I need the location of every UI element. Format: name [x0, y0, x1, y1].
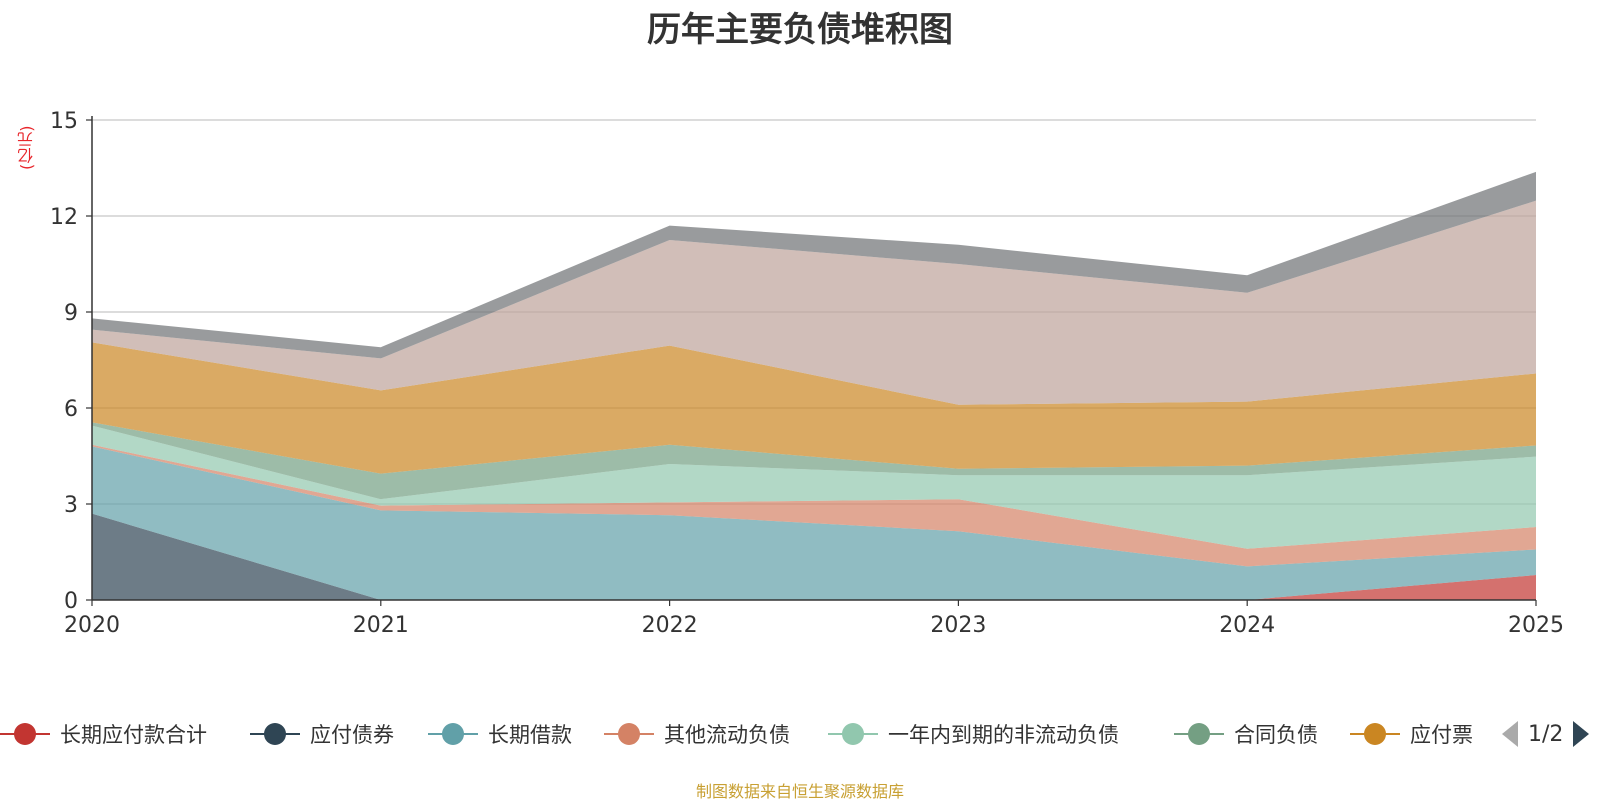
- legend-label: 应付票: [1410, 723, 1473, 747]
- legend-label: 一年内到期的非流动负债: [888, 723, 1119, 747]
- chart-title: 历年主要负债堆积图: [647, 10, 953, 50]
- x-tick-label: 2020: [64, 613, 120, 638]
- area-series: [92, 171, 1536, 600]
- legend-item[interactable]: 应付票: [1350, 716, 1473, 752]
- area-7: [92, 200, 1536, 405]
- legend-item[interactable]: 合同负债: [1174, 716, 1318, 752]
- area-1: [92, 513, 1536, 600]
- legend-pager: 1/2: [1500, 716, 1591, 752]
- legend-marker-icon: [1174, 723, 1224, 745]
- y-tick-label: 3: [64, 493, 78, 518]
- y-tick-label: 9: [64, 301, 78, 326]
- legend-item[interactable]: 一年内到期的非流动负债: [828, 716, 1119, 752]
- source-note: 制图数据来自恒生聚源数据库: [695, 782, 904, 801]
- y-tick-label: 12: [50, 205, 78, 230]
- legend: 长期应付款合计 应付债券 长期借款 其他流动负债 一年内到期的非流动负债 合同负债 应付票: [0, 716, 1600, 752]
- legend-next-icon[interactable]: [1571, 719, 1591, 749]
- legend-label: 合同负债: [1234, 723, 1318, 747]
- legend-marker-icon: [250, 723, 300, 745]
- legend-item[interactable]: 应付债券: [250, 716, 394, 752]
- x-tick-label: 2021: [353, 613, 409, 638]
- area-3: [92, 444, 1536, 567]
- legend-item[interactable]: 其他流动负债: [604, 716, 790, 752]
- legend-marker-icon: [1350, 723, 1400, 745]
- legend-prev-icon[interactable]: [1500, 719, 1520, 749]
- stacked-area-chart: 0 3 6 9 12 15 2020 2021 2022 2023 2024 2025: [50, 109, 1564, 638]
- x-tick-label: 2023: [930, 613, 986, 638]
- legend-item[interactable]: 长期借款: [428, 716, 572, 752]
- legend-label: 其他流动负债: [664, 723, 790, 747]
- legend-page-indicator: 1/2: [1528, 721, 1564, 747]
- area-8: [92, 171, 1536, 359]
- y-tick-label: 6: [64, 397, 78, 422]
- x-tick-label: 2024: [1219, 613, 1275, 638]
- area-6: [92, 342, 1536, 474]
- area-5: [92, 422, 1536, 500]
- legend-label: 应付债券: [310, 723, 394, 747]
- legend-label: 长期应付款合计: [60, 723, 207, 747]
- y-tick-label: 15: [50, 109, 78, 134]
- legend-marker-icon: [428, 723, 478, 745]
- x-tick-label: 2022: [642, 613, 698, 638]
- area-0: [92, 575, 1536, 600]
- legend-item[interactable]: 长期应付款合计: [0, 716, 207, 752]
- legend-marker-icon: [0, 723, 50, 745]
- axes: 0 3 6 9 12 15 2020 2021 2022 2023 2024 2025: [50, 109, 1564, 638]
- legend-marker-icon: [604, 723, 654, 745]
- legend-marker-icon: [828, 723, 878, 745]
- area-4: [92, 425, 1536, 549]
- x-tick-label: 2025: [1508, 613, 1564, 638]
- y-tick-label: 0: [64, 589, 78, 614]
- legend-label: 长期借款: [488, 723, 572, 747]
